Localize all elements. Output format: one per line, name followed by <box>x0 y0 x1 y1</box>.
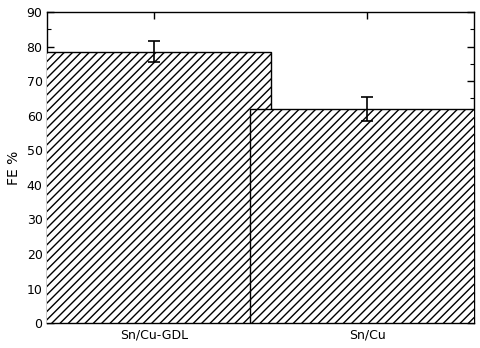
Y-axis label: FE %: FE % <box>7 150 21 185</box>
Bar <box>250 109 480 323</box>
Bar <box>36 52 271 323</box>
